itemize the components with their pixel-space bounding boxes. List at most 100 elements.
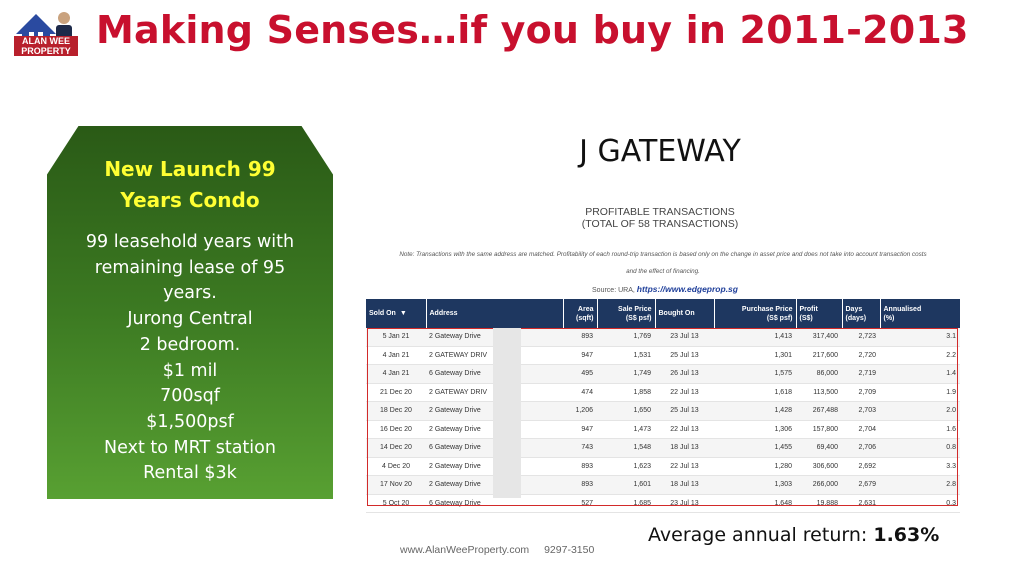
table-cell: 317,400 <box>796 328 842 347</box>
box-line: years. <box>163 283 217 304</box>
table-cell: 2,719 <box>842 364 880 384</box>
table-cell: 14 Dec 20 <box>366 438 426 458</box>
table-cell: 495 <box>563 364 597 384</box>
column-header[interactable]: Sold On ▼ <box>366 299 427 328</box>
column-header-label: Purchase Price <box>741 305 793 313</box>
column-header-unit: (S$) <box>799 314 813 322</box>
table-cell: 113,500 <box>796 383 842 402</box>
table-cell: 1,601 <box>597 475 655 495</box>
table-cell: 1,280 <box>714 457 796 476</box>
table-cell: 2.0 <box>880 401 960 421</box>
table-cell: 1,623 <box>597 457 655 476</box>
table-cell: 1,858 <box>597 383 655 402</box>
table-cell: 3.3 <box>880 457 960 476</box>
table-cell: 1,769 <box>597 328 655 347</box>
table-cell: 893 <box>563 328 597 347</box>
table-cell: 23 Jul 13 <box>655 494 714 513</box>
table-cell: 25 Jul 13 <box>655 401 714 421</box>
box-line: 2 bedroom. <box>139 334 241 355</box>
table-cell: 266,000 <box>796 475 842 495</box>
footer-phone: 9297-3150 <box>544 544 595 556</box>
table-row: 4 Jan 21 2 GATEWAY DRIV 947 1,531 25 Jul 13 1… <box>366 346 960 365</box>
box-details: 99 leasehold years with remaining lease … <box>47 230 333 487</box>
table-cell: 2.8 <box>880 475 960 495</box>
column-header: Profit (S$) <box>796 299 843 328</box>
column-header-label: Annualised <box>883 305 922 313</box>
table-body: 5 Jan 21 2 Gateway Drive 893 1,769 23 Jul 13… <box>366 328 960 513</box>
table-cell: 2,631 <box>842 494 880 513</box>
column-header: Address <box>426 299 564 328</box>
table-cell: 4 Jan 21 <box>366 346 426 365</box>
redaction-block <box>493 328 521 498</box>
box-line: Rental $3k <box>143 463 237 484</box>
table-cell: 1,685 <box>597 494 655 513</box>
table-cell: 2.2 <box>880 346 960 365</box>
box-heading-line: New Launch 99 <box>104 157 276 181</box>
table-cell: 743 <box>563 438 597 458</box>
table-cell: 25 Jul 13 <box>655 346 714 365</box>
table-cell: 17 Nov 20 <box>366 475 426 495</box>
table-cell: 86,000 <box>796 364 842 384</box>
avg-return-value: 1.63% <box>873 524 940 546</box>
column-header-label: Area <box>577 305 594 313</box>
column-header: Area (sqft) <box>563 299 598 328</box>
table-cell: 2,703 <box>842 401 880 421</box>
table-row: 17 Nov 20 2 Gateway Drive 893 1,601 18 Jul 1… <box>366 475 960 495</box>
source-link[interactable]: https://www.edgeprop.sg <box>636 284 738 294</box>
table-cell: 22 Jul 13 <box>655 420 714 439</box>
column-header-unit: (S$ psf) <box>625 314 652 322</box>
footer-website[interactable]: www.AlanWeeProperty.com <box>400 544 530 556</box>
table-cell: 1,301 <box>714 346 796 365</box>
table-cell: 2,706 <box>842 438 880 458</box>
table-cell: 69,400 <box>796 438 842 458</box>
table-cell: 4 Dec 20 <box>366 457 426 476</box>
chevron-down-icon[interactable]: ▼ <box>399 310 407 317</box>
table-row: 16 Dec 20 2 Gateway Drive 947 1,473 22 Jul 1… <box>366 420 960 439</box>
table-cell: 1,575 <box>714 364 796 384</box>
column-header-label: Sold On <box>369 310 396 317</box>
column-header: Days (days) <box>842 299 881 328</box>
box-heading-line: Years Condo <box>120 188 260 212</box>
table-cell: 1,650 <box>597 401 655 421</box>
table-cell: 267,488 <box>796 401 842 421</box>
column-header: Sale Price (S$ psf) <box>597 299 656 328</box>
table-cell: 893 <box>563 475 597 495</box>
table-cell: 1,306 <box>714 420 796 439</box>
column-header-label: Sale Price <box>618 305 652 313</box>
table-row: 5 Jan 21 2 Gateway Drive 893 1,769 23 Jul 13… <box>366 328 960 347</box>
condo-info-box: New Launch 99 Years Condo 99 leasehold y… <box>47 126 333 499</box>
table-cell: 18 Dec 20 <box>366 401 426 421</box>
table-cell: 947 <box>563 420 597 439</box>
table-cell: 2,709 <box>842 383 880 402</box>
table-row: 21 Dec 20 2 GATEWAY DRIV 474 1,858 22 Jul 13… <box>366 383 960 402</box>
table-cell: 22 Jul 13 <box>655 383 714 402</box>
table-cell: 1,428 <box>714 401 796 421</box>
table-cell: 21 Dec 20 <box>366 383 426 402</box>
note-line: and the effect of financing. <box>626 268 700 275</box>
table-cell: 1,303 <box>714 475 796 495</box>
transactions-table: Sold On ▼ Address Area (sqft) Sale Price (S$ p… <box>366 299 961 513</box>
table-cell: 0.8 <box>880 438 960 458</box>
table-note: Note: Transactions with the same address… <box>366 246 960 280</box>
column-header-label: Bought On <box>658 310 695 317</box>
page-title: Making Senses…if you buy in 2011-2013 <box>96 8 969 52</box>
footer: www.AlanWeeProperty.com 9297-3150 <box>400 544 594 556</box>
table-title-line: PROFITABLE TRANSACTIONS <box>585 206 735 218</box>
box-line: $1 mil <box>162 360 218 381</box>
project-name: J GATEWAY <box>579 134 741 169</box>
table-cell: 1.9 <box>880 383 960 402</box>
table-cell: 947 <box>563 346 597 365</box>
table-cell: 306,600 <box>796 457 842 476</box>
table-cell: 26 Jul 13 <box>655 364 714 384</box>
table-row: 14 Dec 20 6 Gateway Drive 743 1,548 18 Jul 1… <box>366 438 960 458</box>
table-cell: 2,723 <box>842 328 880 347</box>
table-cell: 19,888 <box>796 494 842 513</box>
box-line: Next to MRT station <box>104 437 276 458</box>
table-cell: 1,548 <box>597 438 655 458</box>
table-row: 4 Dec 20 2 Gateway Drive 893 1,623 22 Jul 13… <box>366 457 960 476</box>
table-cell: 2,679 <box>842 475 880 495</box>
column-header-unit: (S$ psf) <box>766 314 793 322</box>
box-line: 700sqf <box>160 386 220 407</box>
box-line: $1,500psf <box>146 411 234 432</box>
table-cell: 1,473 <box>597 420 655 439</box>
